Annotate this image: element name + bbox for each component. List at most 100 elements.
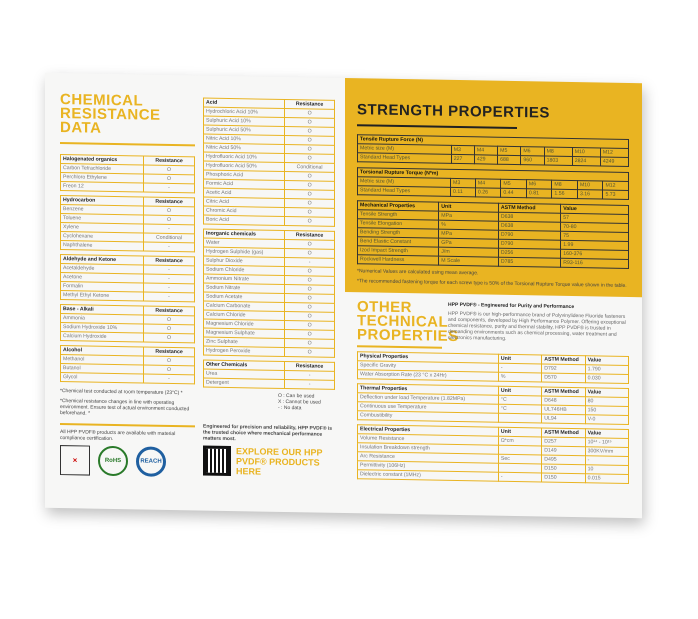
data-table: Torsional Rupture Torque (N*m) Metric siz… xyxy=(357,167,629,200)
table-cell: O xyxy=(284,347,335,358)
table-row: Naphthalene - xyxy=(60,240,195,252)
table-row: Hydrogen Peroxide O xyxy=(203,346,335,358)
data-table: Mechanical Properties Unit ASTM Method Valu… xyxy=(357,200,629,269)
table-cell: R93-116 xyxy=(560,258,629,269)
table-row: Freon 12- xyxy=(60,181,195,193)
legend: O : Can be used X : Cannot be used - : No … xyxy=(278,393,335,412)
table-row: Calcium Hydroxide O xyxy=(60,331,195,343)
table-cell: Dielectric constant (1MHz) xyxy=(357,469,499,482)
data-table: Tensile Rupture Force (N) Metric size (M)… xyxy=(357,134,629,167)
table-row: Boric Acid O xyxy=(203,215,335,227)
table-cell: 1.56 xyxy=(551,189,578,199)
table-cell: 0.81 xyxy=(526,188,552,199)
table-cell: Rockwell Hardness xyxy=(357,254,439,266)
table-cell: - xyxy=(498,472,542,482)
table-cell: 688 xyxy=(497,155,521,165)
table-cell: 3.16 xyxy=(577,189,603,200)
table-cell: Combustibility xyxy=(357,410,499,423)
table-cell: 227 xyxy=(451,154,475,164)
divider xyxy=(60,142,195,147)
table-cell: D150 xyxy=(541,472,586,483)
table-cell: 0.26 xyxy=(475,187,501,198)
note-environment: *Chemical resistance changes in line wit… xyxy=(60,398,190,417)
tagline: Engineered for precision and reliability… xyxy=(203,423,333,443)
table-cell: Water Absorption Rate (23 °C x 24Hr) xyxy=(357,369,499,382)
table-cell: D785 xyxy=(498,257,561,268)
table-cell: M4 xyxy=(474,145,498,156)
data-table: Other Chemicals Resistance Urea - Detergent - xyxy=(203,360,335,390)
table-cell: Calcium Hydroxide xyxy=(60,331,144,343)
table-cell: 0.015 xyxy=(585,473,629,484)
table-cell: 1803 xyxy=(544,156,573,166)
left-column: CHEMICAL RESISTANCE DATA Halogenated org… xyxy=(60,91,195,477)
table-cell: 2824 xyxy=(572,156,601,166)
table-cell: Methyl Ethyl Ketone xyxy=(60,290,144,302)
chemical-tables: Halogenated organics Resistance Carbon Tet… xyxy=(60,154,195,384)
table-cell: M12 xyxy=(600,147,629,158)
divider xyxy=(357,345,442,349)
note-torque: *The recommended fastening torque for ea… xyxy=(357,278,627,289)
note-temperature: *Chemical test conducted at room tempera… xyxy=(60,388,183,397)
middle-column: Acid Resistance Hydrochloric Acid 10% O Sulp… xyxy=(203,98,335,478)
compliance-text: All HPP PVDF® products are available wit… xyxy=(60,429,176,442)
strength-title: STRENGTH PROPERTIES xyxy=(357,101,550,122)
data-table: Inorganic chemicals Resistance Water O Hydro… xyxy=(203,229,335,358)
table-cell: Naphthalene xyxy=(60,240,144,252)
data-table: Acid Resistance Hydrochloric Acid 10% O Sulp… xyxy=(203,98,335,227)
data-table: Halogenated organics Resistance Carbon Tet… xyxy=(60,154,195,193)
table-cell: M8 xyxy=(551,180,578,190)
strength-panel: STRENGTH PROPERTIES Tensile Rupture Forc… xyxy=(345,78,642,298)
legend-item: - : No data xyxy=(278,404,302,412)
data-table: Alcohol Resistance Methanol O Butanol O Glycol… xyxy=(60,345,195,384)
reach-logo: REACH xyxy=(136,446,166,477)
table-row: Methyl Ethyl Ketone - xyxy=(60,290,195,302)
table-cell xyxy=(498,413,542,423)
table-cell: 960 xyxy=(520,155,545,166)
table-cell: Standard Head Types xyxy=(357,185,451,197)
divider xyxy=(357,124,517,130)
data-table: Thermal Properties Unit ASTM Method Value De… xyxy=(357,383,629,425)
table-cell: M6 xyxy=(520,146,545,157)
table-cell: Boric Acid xyxy=(203,215,285,226)
chemical-title: CHEMICAL RESISTANCE DATA xyxy=(60,91,161,137)
data-table: Physical Properties Unit ASTM Method Value S… xyxy=(357,351,629,384)
table-cell: 429 xyxy=(474,154,498,165)
brochure: CHEMICAL RESISTANCE DATA Halogenated org… xyxy=(45,72,642,519)
table-cell: 0.44 xyxy=(500,188,527,198)
intro-heading: HPP PVDF® - Engineered for Purity and Pe… xyxy=(448,301,575,311)
other-title: OTHER TECHNICAL PROPERTIES xyxy=(357,298,459,346)
table-cell: Glycol xyxy=(60,372,144,384)
table-cell: M3 xyxy=(450,178,476,188)
divider xyxy=(60,423,195,428)
table-row: Detergent - xyxy=(203,378,335,390)
table-cell: O xyxy=(284,216,335,227)
table-cell: M6 xyxy=(526,179,552,190)
certification-logos: ✕ RoHS REACH xyxy=(60,445,195,477)
table-cell: M5 xyxy=(497,146,521,156)
table-cell: M10 xyxy=(577,180,603,191)
table-cell: M4 xyxy=(475,178,501,189)
chemical-tables: Acid Resistance Hydrochloric Acid 10% O Sulp… xyxy=(203,98,335,390)
table-cell: % xyxy=(498,372,542,382)
table-cell: - xyxy=(143,242,195,252)
data-table: Hydrocarbon Resistance Benzene O Toluene O Xyl… xyxy=(60,195,195,252)
table-cell: D570 xyxy=(541,372,586,383)
table-cell: M12 xyxy=(602,181,629,191)
table-cell: Detergent xyxy=(203,378,285,389)
table-cell: - xyxy=(143,292,195,302)
table-cell: - xyxy=(143,183,195,193)
qr-code[interactable] xyxy=(203,445,231,477)
explore-link[interactable]: EXPLORE OUR HPP PVDF® PRODUCTS HERE xyxy=(236,446,323,477)
table-cell: - xyxy=(143,374,195,384)
rohs-logo: RoHS xyxy=(98,445,128,477)
data-table: Aldehyde and Ketone Resistance Acetaldehyd… xyxy=(60,254,195,302)
intro-body: HPP PVDF® is our high-performance brand … xyxy=(448,310,626,342)
table-cell: M5 xyxy=(500,179,527,189)
other-properties: OTHER TECHNICAL PROPERTIES HPP PVDF® - E… xyxy=(345,292,642,494)
table-cell: Standard Head Types xyxy=(357,152,452,164)
strength-tables: Tensile Rupture Force (N) Metric size (M)… xyxy=(357,134,629,269)
table-cell: UL94 xyxy=(541,413,586,424)
table-cell: M3 xyxy=(451,145,475,155)
table-cell: O xyxy=(143,333,195,343)
table-cell: M8 xyxy=(544,147,573,157)
